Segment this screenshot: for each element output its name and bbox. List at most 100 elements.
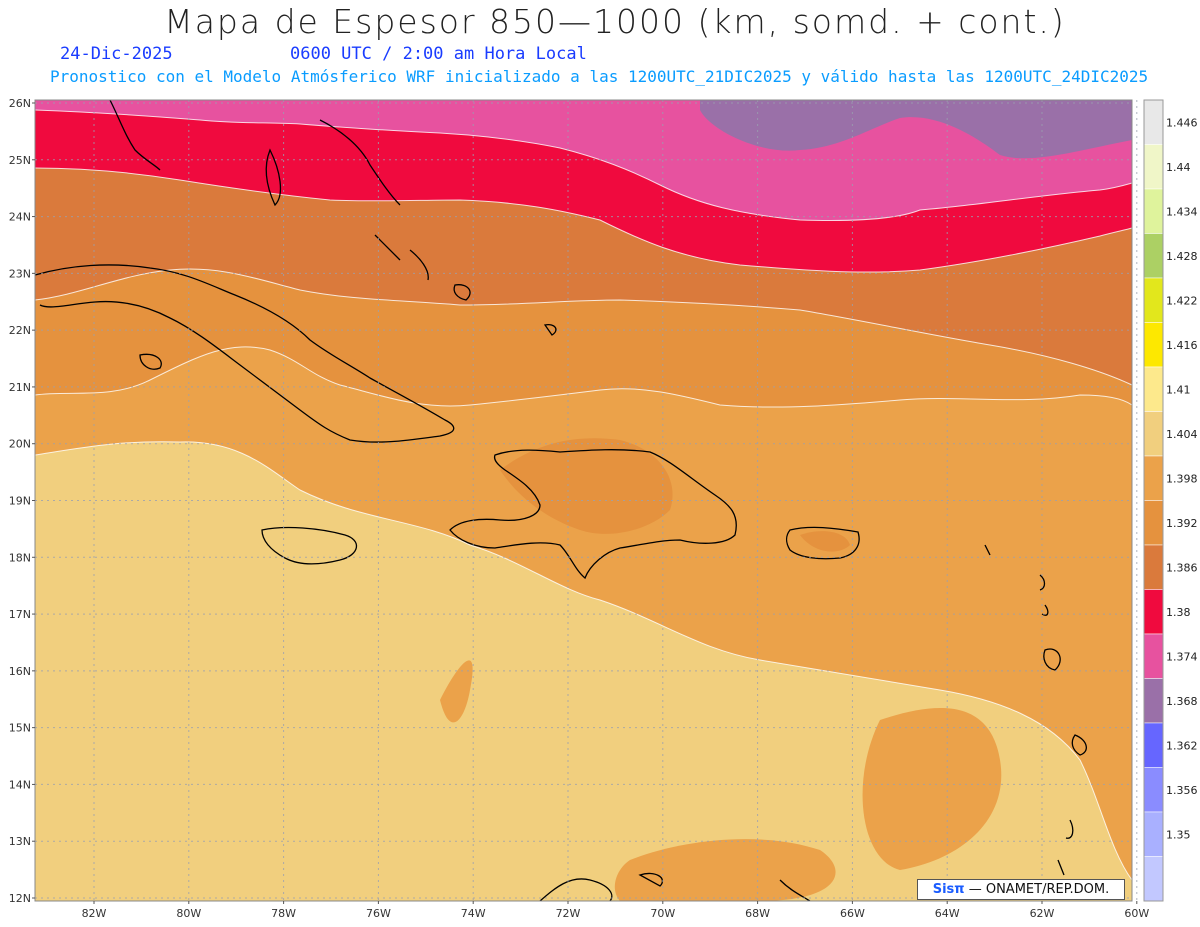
band-1398-patch-a [440, 660, 473, 723]
colorbar-label: 1.356 [1166, 784, 1198, 797]
lon-label: 64W [935, 907, 960, 920]
colorbar-label: 1.398 [1166, 472, 1198, 485]
colorbar-swatch [1143, 500, 1164, 546]
credit-brand: Sisπ [932, 882, 965, 897]
map-title: Mapa de Espesor 850—1000 (km, somd. + co… [164, 2, 1066, 41]
colorbar-frame [1143, 99, 1164, 902]
lat-label: 26N [9, 97, 31, 110]
colorbar-label: 1.362 [1166, 739, 1198, 752]
lat-label: 20N [9, 438, 31, 451]
band-1398-patch-b [862, 708, 1002, 870]
coast-islands-abc [638, 872, 664, 887]
band-1392-hispaniola [500, 438, 673, 534]
map-plot-area [34, 99, 1138, 902]
colorbar-swatch [1143, 322, 1164, 368]
colorbar-swatch [1143, 411, 1164, 457]
colorbar-swatch [1143, 455, 1164, 501]
coast-antilles-g [1057, 859, 1065, 876]
colorbar-labels: 1.446 1.44 1.434 1.428 1.422 1.416 1.41 1.404 1.… [1166, 116, 1198, 841]
lat-label: 17N [9, 608, 31, 621]
contour-lines [34, 109, 1133, 881]
lat-label: 19N [9, 495, 31, 508]
colorbar-swatch [1143, 767, 1164, 813]
lon-label: 80W [176, 907, 201, 920]
coast-antilles-f [1065, 819, 1074, 839]
lat-label: 16N [9, 665, 31, 678]
lat-label: 21N [9, 381, 31, 394]
forecast-time: 0600 UTC / 2:00 am Hora Local [290, 44, 587, 64]
colorbar-swatch [1143, 188, 1164, 234]
lon-label: 68W [745, 907, 770, 920]
lon-label: 76W [366, 907, 391, 920]
colorbar-swatch [1143, 233, 1164, 279]
colorbar-label: 1.434 [1166, 205, 1198, 218]
coast-puertorico [785, 526, 860, 560]
coast-bahamas-a [319, 119, 401, 206]
colorbar-swatch [1143, 678, 1164, 724]
lon-label: 72W [556, 907, 581, 920]
colorbar-label: 1.422 [1166, 294, 1198, 307]
coast-florida [109, 99, 161, 171]
colorbar-label: 1.41 [1166, 383, 1191, 396]
colorbar-swatch [1143, 589, 1164, 635]
lat-label: 14N [9, 778, 31, 791]
colorbar-swatch [1143, 366, 1164, 412]
coast-andros [265, 148, 282, 207]
coast-antilles-d [1043, 648, 1061, 671]
band-1392-puertorico [800, 531, 850, 552]
coast-isla-juventud [139, 353, 162, 370]
lat-label: 24N [9, 211, 31, 224]
lat-label: 13N [9, 835, 31, 848]
colorbar-label: 1.368 [1166, 695, 1198, 708]
colorbar-swatch [1143, 722, 1164, 768]
colorbar-swatch [1143, 633, 1164, 679]
colorbar-swatch [1143, 544, 1164, 590]
colorbar-label: 1.428 [1166, 250, 1198, 263]
colorbar [1143, 99, 1164, 902]
coast-antilles-e [1071, 734, 1087, 756]
coast-jamaica [261, 526, 358, 565]
colorbar-label: 1.35 [1166, 828, 1191, 841]
credit-text: — ONAMET/REP.DOM. [968, 882, 1110, 897]
coast-antilles-c [1041, 604, 1049, 616]
lon-label: 82W [82, 907, 107, 920]
forecast-date: 24-Dic-2025 [60, 44, 173, 64]
coast-antilles-a [984, 544, 991, 556]
colorbar-label: 1.446 [1166, 116, 1198, 129]
coast-inagua [453, 284, 471, 301]
colorbar-swatch [1143, 856, 1164, 902]
lon-label: 78W [271, 907, 296, 920]
colorbar-swatch [1143, 99, 1164, 145]
longitude-labels: 82W 80W 78W 76W 74W 72W 70W 68W 66W 64W 62W 60W [82, 901, 1149, 920]
lat-label: 18N [9, 551, 31, 564]
coast-antilles-b [1039, 574, 1046, 591]
colorbar-label: 1.386 [1166, 561, 1198, 574]
colorbar-label: 1.374 [1166, 650, 1198, 663]
latitude-labels: 26N 25N 24N 23N 22N 21N 20N 19N 18N 17N 16N 15N 14N 1… [9, 97, 35, 905]
colorbar-label: 1.416 [1166, 339, 1198, 352]
lat-label: 12N [9, 892, 31, 905]
band-1368 [700, 100, 1132, 159]
colorbar-label: 1.392 [1166, 517, 1198, 530]
credit-box: Sisπ — ONAMET/REP.DOM. [917, 879, 1125, 900]
coast-turks [543, 324, 557, 336]
lon-label: 60W [1124, 907, 1149, 920]
coastlines [34, 99, 1087, 902]
coast-caribbean-south [779, 879, 811, 902]
coast-bahamas-c [409, 249, 429, 281]
thickness-map: 26N 25N 24N 23N 22N 21N 20N 19N 18N 17N 16N 15N 14N 1… [9, 97, 1198, 920]
band-1398-patch-c [614, 839, 836, 901]
colorbar-label: 1.44 [1166, 161, 1191, 174]
lat-label: 22N [9, 324, 31, 337]
coast-hispaniola [449, 449, 737, 580]
lat-label: 15N [9, 722, 31, 735]
coast-bahamas-b [374, 234, 401, 261]
lon-label: 66W [840, 907, 865, 920]
lat-label: 25N [9, 154, 31, 167]
colorbar-swatch [1143, 277, 1164, 323]
coast-south-america [539, 878, 613, 902]
colorbar-label: 1.404 [1166, 428, 1198, 441]
forecast-subtitle: Pronostico con el Modelo Atmósferico WRF… [50, 67, 1149, 86]
lon-label: 74W [461, 907, 486, 920]
colorbar-swatch [1143, 811, 1164, 857]
